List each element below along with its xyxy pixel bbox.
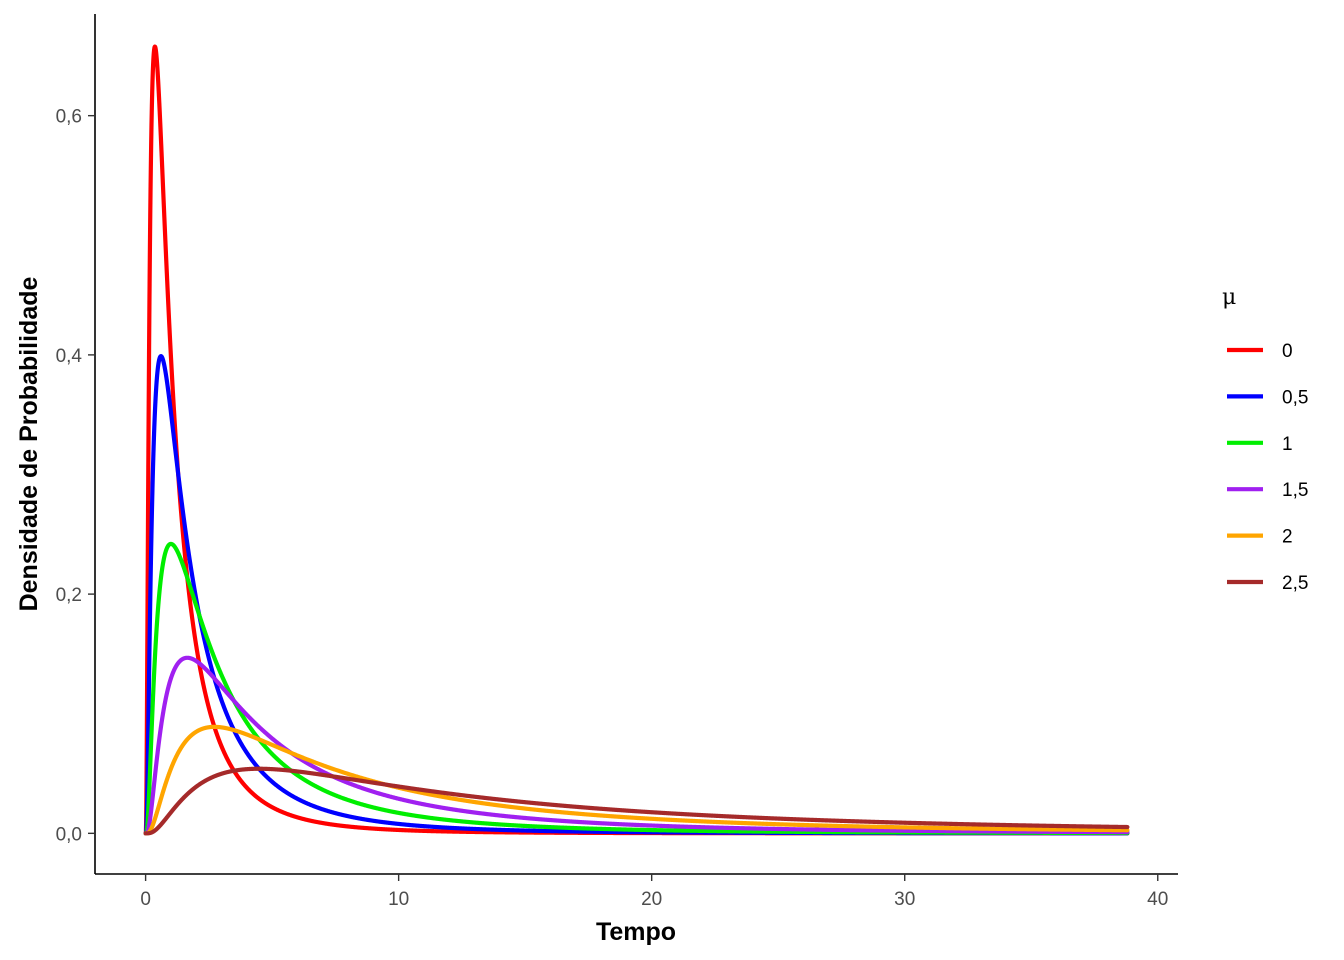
series-line-0 — [143, 44, 1130, 836]
legend-label-3: 1,5 — [1282, 480, 1308, 501]
legend-label-1: 0,5 — [1282, 387, 1308, 408]
series-line-2 — [143, 541, 1130, 836]
legend-label-0: 0 — [1282, 341, 1293, 362]
x-tick-label: 30 — [894, 889, 915, 910]
legend-title: μ — [1222, 285, 1236, 310]
x-tick-label: 0 — [140, 889, 151, 910]
y-tick-label: 0,2 — [56, 585, 82, 606]
x-axis-title: Tempo — [596, 918, 676, 946]
x-tick-label: 40 — [1147, 889, 1168, 910]
y-tick-label: 0,4 — [56, 346, 83, 367]
legend-label-2: 1 — [1282, 434, 1293, 455]
series-line-3 — [143, 655, 1130, 836]
series-line-5 — [143, 766, 1130, 836]
x-tick-label: 20 — [641, 889, 662, 910]
y-tick-label: 0,0 — [56, 824, 82, 845]
y-ticks: 0,0 0,2 0,4 0,6 — [56, 107, 95, 845]
y-axis-title: Densidade de Probabilidade — [15, 277, 43, 612]
series-line-1 — [143, 354, 1130, 836]
series-layer — [143, 44, 1130, 836]
legend-label-4: 2 — [1282, 527, 1293, 548]
legend-label-5: 2,5 — [1282, 573, 1308, 594]
x-ticks: 0 10 20 30 40 — [140, 874, 1168, 910]
y-tick-label: 0,6 — [56, 107, 82, 128]
legend: μ 0 0,5 1 1,5 2 2,5 — [1222, 285, 1308, 594]
x-tick-label: 10 — [388, 889, 409, 910]
